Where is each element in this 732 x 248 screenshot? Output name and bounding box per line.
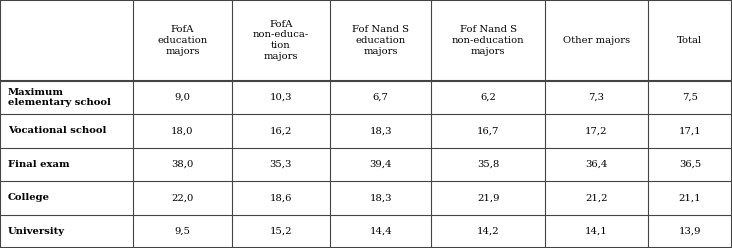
Text: 9,5: 9,5 — [174, 227, 190, 236]
Text: 17,1: 17,1 — [679, 126, 701, 135]
Text: Vocational school: Vocational school — [8, 126, 106, 135]
Text: 18,3: 18,3 — [370, 193, 392, 202]
Text: 9,0: 9,0 — [174, 93, 190, 102]
Text: Fof Nand S
non-education
majors: Fof Nand S non-education majors — [452, 25, 524, 56]
Text: 36,4: 36,4 — [585, 160, 608, 169]
Text: Fof Nand S
education
majors: Fof Nand S education majors — [352, 25, 409, 56]
Text: 35,3: 35,3 — [269, 160, 292, 169]
Text: Maximum
elementary school: Maximum elementary school — [8, 88, 111, 107]
Text: 16,7: 16,7 — [477, 126, 499, 135]
Text: 6,2: 6,2 — [480, 93, 496, 102]
Text: College: College — [8, 193, 50, 202]
Text: 21,2: 21,2 — [585, 193, 608, 202]
Text: 7,5: 7,5 — [682, 93, 698, 102]
Text: 38,0: 38,0 — [171, 160, 193, 169]
Text: 7,3: 7,3 — [589, 93, 605, 102]
Text: 18,0: 18,0 — [171, 126, 194, 135]
Text: University: University — [8, 227, 65, 236]
Text: 21,9: 21,9 — [477, 193, 499, 202]
Text: 22,0: 22,0 — [171, 193, 193, 202]
Text: Final exam: Final exam — [8, 160, 70, 169]
Text: FofA
education
majors: FofA education majors — [157, 25, 207, 56]
Text: Other majors: Other majors — [563, 36, 630, 45]
Text: 18,3: 18,3 — [370, 126, 392, 135]
Text: 10,3: 10,3 — [269, 93, 292, 102]
Text: FofA
non-educa-
tion
majors: FofA non-educa- tion majors — [253, 20, 309, 61]
Text: 14,4: 14,4 — [370, 227, 392, 236]
Text: 17,2: 17,2 — [585, 126, 608, 135]
Text: 21,1: 21,1 — [679, 193, 701, 202]
Text: 39,4: 39,4 — [370, 160, 392, 169]
Text: 36,5: 36,5 — [679, 160, 701, 169]
Text: 16,2: 16,2 — [269, 126, 292, 135]
Text: 14,1: 14,1 — [585, 227, 608, 236]
Text: 35,8: 35,8 — [477, 160, 499, 169]
Text: 18,6: 18,6 — [269, 193, 292, 202]
Text: 14,2: 14,2 — [477, 227, 499, 236]
Text: 13,9: 13,9 — [679, 227, 701, 236]
Text: 6,7: 6,7 — [373, 93, 389, 102]
Text: 15,2: 15,2 — [269, 227, 292, 236]
Text: Total: Total — [677, 36, 703, 45]
